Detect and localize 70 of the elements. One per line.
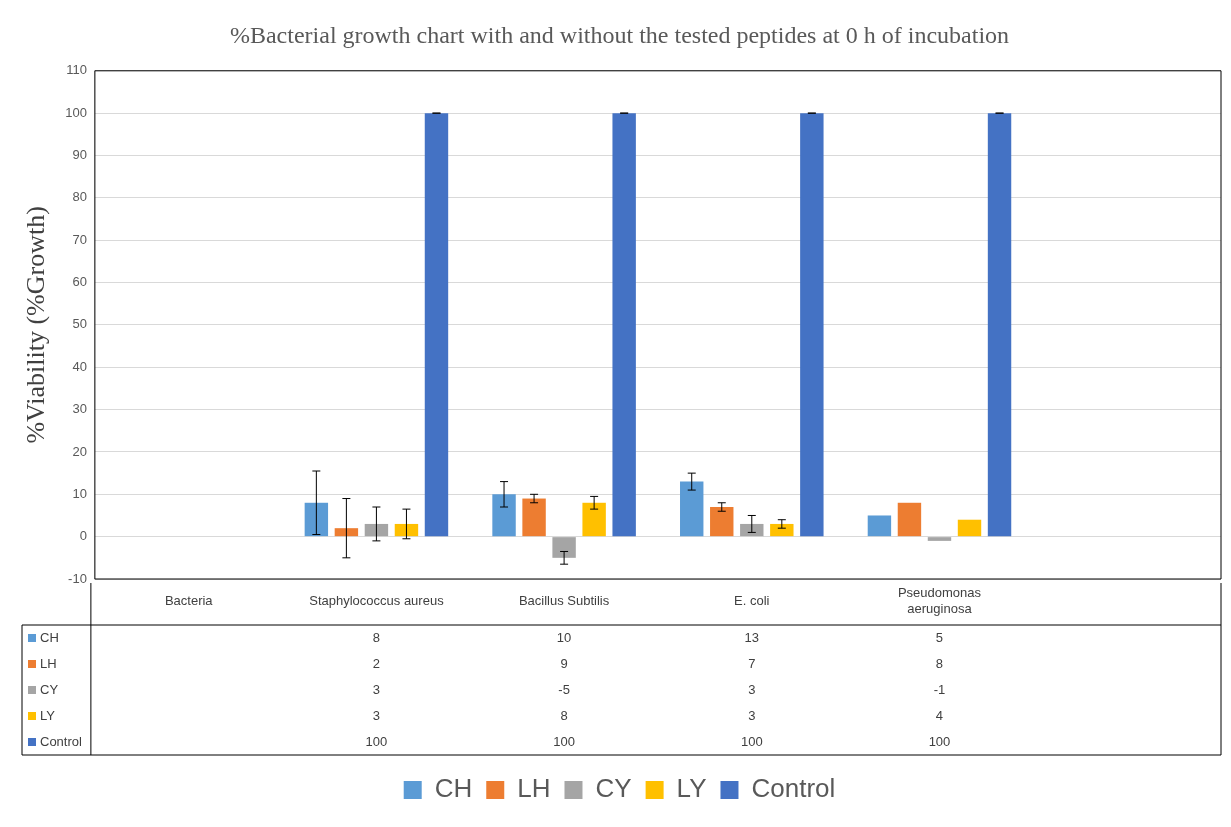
legend-label: LY bbox=[676, 773, 707, 804]
bar bbox=[680, 481, 704, 537]
data-label: 3 bbox=[372, 681, 381, 697]
x-tick-label: Staphylococcus aureus bbox=[309, 592, 445, 608]
x-tick-label: Bacteria bbox=[164, 592, 214, 608]
bar bbox=[957, 519, 982, 537]
y-axis-title: %Viability (%Growth) bbox=[21, 206, 51, 444]
bar bbox=[552, 537, 576, 558]
y-tick-label: 80 bbox=[72, 189, 87, 205]
y-tick-label: 10 bbox=[72, 485, 87, 501]
data-label: 100 bbox=[553, 733, 575, 749]
data-label: 13 bbox=[744, 629, 760, 645]
bar bbox=[710, 507, 734, 537]
text: Control bbox=[40, 733, 82, 749]
y-tick-label: 90 bbox=[72, 147, 87, 163]
bar bbox=[770, 523, 794, 537]
legend-label: CH bbox=[434, 773, 473, 804]
bar bbox=[987, 113, 1012, 537]
data-label: 100 bbox=[365, 733, 388, 749]
y-tick-label: 0 bbox=[79, 528, 87, 544]
y-tick-label: 40 bbox=[72, 358, 87, 374]
y-tick-label: 20 bbox=[72, 443, 87, 459]
x-tick-label: E. coli bbox=[734, 592, 770, 608]
data-label: 3 bbox=[748, 707, 756, 723]
y-tick-label: -10 bbox=[68, 570, 87, 586]
bar bbox=[492, 494, 516, 537]
data-label: -5 bbox=[558, 681, 570, 697]
data-label: 4 bbox=[935, 707, 944, 723]
x-tick-label: Bacillus Subtilis bbox=[518, 592, 610, 608]
y-tick-label: 30 bbox=[72, 401, 87, 417]
bar bbox=[334, 528, 359, 537]
bar bbox=[897, 502, 922, 537]
bar bbox=[424, 113, 449, 537]
chart-title: %Bacterial growth chart with and without the tested peptides at 0 h of incubation bbox=[229, 21, 1010, 48]
y-tick-label: 110 bbox=[66, 62, 87, 78]
legend-label: CY bbox=[595, 773, 632, 804]
y-tick-label: 100 bbox=[65, 104, 87, 120]
bar bbox=[304, 502, 329, 537]
bar bbox=[364, 523, 389, 537]
data-label: 8 bbox=[560, 707, 568, 723]
data-label: 3 bbox=[372, 707, 381, 723]
bar bbox=[800, 113, 824, 537]
legend-label: Control bbox=[751, 773, 836, 804]
legend-label: LH bbox=[517, 773, 551, 804]
text: CH bbox=[40, 629, 59, 645]
text: LH bbox=[40, 655, 57, 671]
bar bbox=[927, 537, 952, 541]
data-label: 8 bbox=[372, 629, 381, 645]
x-tick-label: Pseudomonas aeruginosa bbox=[897, 584, 982, 616]
bar bbox=[612, 113, 636, 537]
data-label: 5 bbox=[935, 629, 944, 645]
data-label: 10 bbox=[556, 629, 572, 645]
bar bbox=[522, 498, 546, 537]
bar bbox=[394, 523, 419, 537]
y-tick-label: 60 bbox=[72, 274, 87, 290]
data-label: 7 bbox=[748, 655, 756, 671]
data-label: 100 bbox=[928, 733, 951, 749]
data-label: 3 bbox=[748, 681, 756, 697]
bar bbox=[740, 523, 764, 537]
bar bbox=[867, 515, 892, 537]
text: CY bbox=[40, 681, 59, 697]
y-tick-label: 50 bbox=[72, 316, 87, 332]
text: LY bbox=[40, 707, 55, 723]
data-label: 9 bbox=[560, 655, 568, 671]
data-label: 2 bbox=[372, 655, 381, 671]
data-label: 8 bbox=[935, 655, 944, 671]
bar bbox=[582, 502, 606, 537]
data-label: -1 bbox=[933, 681, 946, 697]
y-tick-label: 70 bbox=[72, 231, 87, 247]
data-label: 100 bbox=[740, 733, 763, 749]
